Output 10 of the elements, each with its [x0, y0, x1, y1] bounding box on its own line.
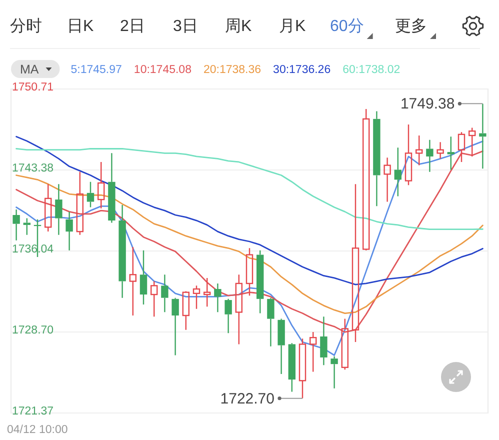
legend-title: MA [20, 62, 40, 76]
legend: MA 5:1745.97 10:1745.08 20:1738.36 30:1736.26 60:1738.02 [11, 60, 400, 78]
y-tick-label: 1721.37 [12, 406, 54, 418]
y-tick-label: 1750.71 [12, 82, 54, 94]
y-tick-label: 1743.38 [12, 162, 54, 174]
tabs: 分时 日K 2日 3日 周K 月K 60分 更多 [10, 18, 427, 35]
annotation: 1722.70 [220, 390, 274, 408]
annotation: 1749.38 [400, 96, 455, 113]
y-tick-label: 1728.70 [12, 324, 54, 337]
text: 04/12 10:00 [7, 424, 68, 436]
